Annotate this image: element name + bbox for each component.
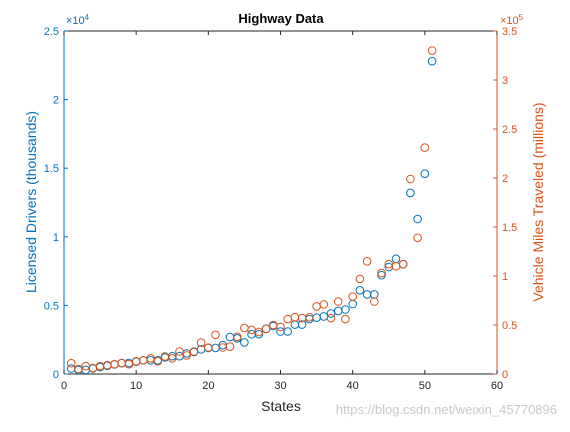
x-tick-label: 20 (202, 380, 214, 392)
x-tick-label: 60 (491, 380, 503, 392)
x-tick-label: 30 (274, 380, 286, 392)
right-series-point (74, 364, 83, 374)
right-y-ticks: 0 0.5 1 1.5 2 2.5 3 3.5 (493, 26, 517, 381)
x-axis-label: States (261, 398, 301, 414)
right-y-tick-label: 3 (502, 75, 508, 87)
right-series-point (66, 358, 76, 368)
data-markers (66, 46, 437, 375)
right-series-point (348, 292, 358, 301)
left-series-point (413, 214, 422, 224)
right-series-point (189, 347, 199, 356)
right-series-point (204, 343, 213, 352)
watermark-text: https://blog.csdn.net/weixin_45770896 (336, 402, 557, 417)
right-axis-exponent: ×105 (500, 13, 524, 27)
right-series-point (232, 332, 242, 342)
right-series-point (333, 297, 343, 306)
left-y-tick-label: 1 (53, 232, 59, 244)
left-series-point (254, 329, 264, 339)
right-series-point (211, 330, 220, 340)
left-y-tick-label: 1.5 (44, 163, 59, 175)
left-series-point (297, 320, 307, 329)
left-series-point (326, 309, 336, 318)
right-series-point (146, 354, 155, 363)
right-series-point (341, 314, 350, 324)
left-series-point (377, 270, 386, 280)
right-series-point (377, 268, 386, 278)
x-tick-label: 50 (419, 380, 431, 392)
right-series-point (276, 322, 285, 332)
left-y-tick-label: 0.5 (44, 300, 59, 312)
x-tick-label: 0 (61, 380, 67, 392)
right-series-point (413, 233, 422, 243)
left-series-point (406, 188, 415, 198)
right-series-point (124, 359, 134, 369)
plot-area (63, 30, 498, 375)
right-series-point (370, 297, 379, 306)
right-y-axis-label: Vehicle Miles Traveled (millions) (530, 102, 546, 301)
x-tick-label: 10 (130, 380, 142, 392)
right-y-tick-label: 2 (502, 173, 508, 185)
right-series-point (398, 259, 408, 269)
left-y-ticks: 0 0.5 1 1.5 2 2.5 (44, 26, 68, 381)
right-y-tick-label: 0 (502, 369, 508, 381)
left-series-point (355, 286, 365, 295)
right-series-point (319, 300, 329, 309)
right-y-tick-label: 2.5 (502, 124, 517, 136)
chart-title: Highway Data (238, 11, 324, 26)
right-series-point (153, 357, 163, 366)
right-series-point (225, 342, 235, 351)
left-series-point (427, 56, 437, 66)
left-series-point (420, 169, 430, 178)
right-y-tick-label: 3.5 (502, 26, 517, 38)
plot-background (64, 31, 497, 374)
right-series-point (168, 354, 177, 363)
x-tick-label: 40 (347, 380, 359, 392)
right-series-point (427, 46, 437, 55)
left-series-point (341, 305, 350, 314)
right-series-point (254, 327, 264, 337)
right-series-point (182, 351, 191, 360)
right-y-tick-label: 1.5 (502, 222, 517, 234)
left-series-point (370, 290, 379, 299)
left-axis-exponent: ×104 (66, 13, 90, 27)
right-y-tick-label: 0.5 (502, 320, 517, 332)
right-series-point (420, 143, 430, 152)
right-series-point (362, 257, 372, 266)
right-y-tick-label: 1 (502, 271, 508, 283)
left-y-axis-label: Licensed Drivers (thousands) (23, 111, 39, 293)
left-y-tick-label: 2.5 (44, 26, 59, 38)
right-series-point (406, 174, 415, 184)
x-ticks: 0 10 20 30 40 50 60 (61, 31, 503, 392)
right-series-point (326, 313, 336, 323)
left-y-tick-label: 0 (53, 369, 59, 381)
left-y-tick-label: 2 (53, 95, 59, 107)
left-series-point (283, 327, 293, 336)
right-series-point (261, 324, 271, 334)
right-series-point (175, 347, 184, 356)
right-series-point (196, 338, 206, 347)
left-series-point (240, 338, 249, 347)
right-series-point (305, 312, 314, 322)
right-series-point (355, 274, 365, 284)
